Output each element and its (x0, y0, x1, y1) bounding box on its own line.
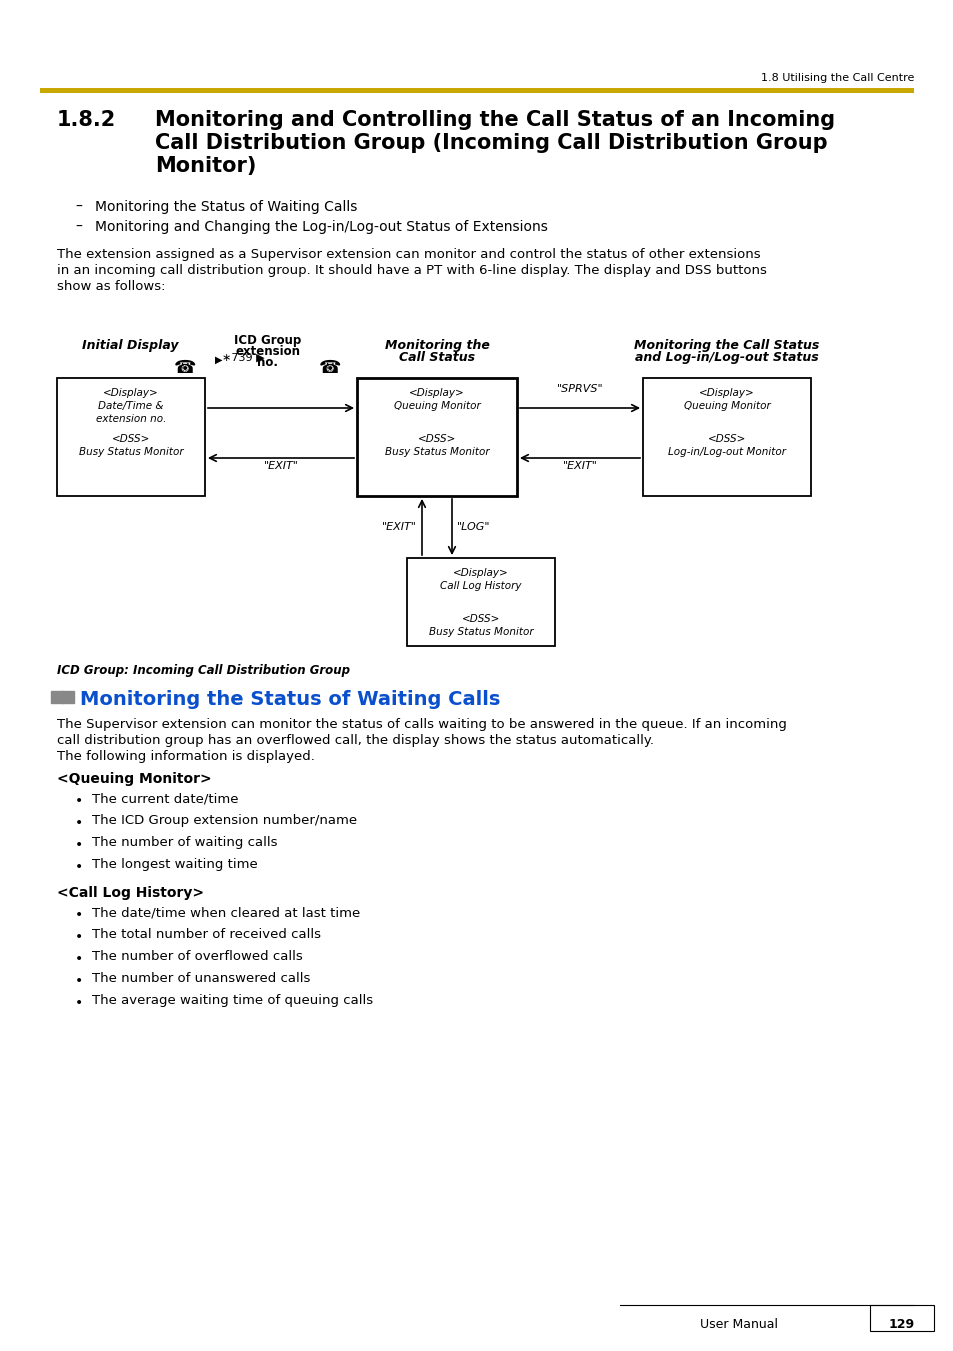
Text: and Log-in/Log-out Status: and Log-in/Log-out Status (635, 351, 818, 363)
Text: Monitor): Monitor) (154, 155, 256, 176)
Text: Date/Time &: Date/Time & (98, 401, 164, 411)
Text: <Display>: <Display> (453, 567, 508, 578)
Text: no.: no. (257, 357, 278, 369)
Text: <Queuing Monitor>: <Queuing Monitor> (57, 771, 212, 786)
Text: The total number of received calls: The total number of received calls (91, 928, 320, 942)
Text: Busy Status Monitor: Busy Status Monitor (384, 447, 489, 457)
Text: Busy Status Monitor: Busy Status Monitor (78, 447, 183, 457)
Text: Busy Status Monitor: Busy Status Monitor (428, 627, 533, 638)
Text: Log-in/Log-out Monitor: Log-in/Log-out Monitor (667, 447, 785, 457)
Text: •: • (75, 838, 83, 852)
Text: The ICD Group extension number/name: The ICD Group extension number/name (91, 815, 356, 827)
Text: •: • (75, 974, 83, 988)
Text: •: • (75, 929, 83, 944)
Text: The extension assigned as a Supervisor extension can monitor and control the sta: The extension assigned as a Supervisor e… (57, 249, 760, 261)
Text: Call Status: Call Status (398, 351, 475, 363)
Text: <DSS>: <DSS> (461, 613, 499, 624)
Text: Monitoring the Status of Waiting Calls: Monitoring the Status of Waiting Calls (80, 690, 500, 709)
Text: "EXIT": "EXIT" (562, 461, 597, 471)
Text: The longest waiting time: The longest waiting time (91, 858, 257, 871)
Text: •: • (75, 996, 83, 1011)
Text: The following information is displayed.: The following information is displayed. (57, 750, 314, 763)
Text: –: – (75, 200, 82, 213)
Text: Queuing Monitor: Queuing Monitor (683, 401, 770, 411)
Text: •: • (75, 952, 83, 966)
Text: <DSS>: <DSS> (112, 434, 150, 444)
Text: <Call Log History>: <Call Log History> (57, 886, 204, 900)
Text: The number of unanswered calls: The number of unanswered calls (91, 971, 310, 985)
Text: ICD Group: ICD Group (234, 334, 301, 347)
Text: <Display>: <Display> (103, 388, 159, 399)
Text: –: – (75, 220, 82, 234)
Text: The number of waiting calls: The number of waiting calls (91, 836, 277, 848)
Text: 1.8 Utilising the Call Centre: 1.8 Utilising the Call Centre (760, 73, 913, 82)
Bar (356, 378, 517, 496)
Text: User Manual: User Manual (700, 1319, 778, 1331)
Text: "LOG": "LOG" (456, 521, 490, 532)
Text: Monitoring and Controlling the Call Status of an Incoming: Monitoring and Controlling the Call Stat… (154, 109, 834, 130)
Text: The number of overflowed calls: The number of overflowed calls (91, 950, 302, 963)
Text: •: • (75, 908, 83, 921)
Text: Call Log History: Call Log History (439, 581, 521, 590)
Text: 1.8.2: 1.8.2 (57, 109, 116, 130)
Text: extension: extension (235, 345, 300, 358)
Text: "EXIT": "EXIT" (263, 461, 298, 471)
Text: ∗739 ▶: ∗739 ▶ (222, 353, 264, 363)
Text: Monitoring the Call Status: Monitoring the Call Status (634, 339, 819, 353)
Text: Queuing Monitor: Queuing Monitor (394, 401, 480, 411)
Text: in an incoming call distribution group. It should have a PT with 6-line display.: in an incoming call distribution group. … (57, 263, 766, 277)
Text: <DSS>: <DSS> (707, 434, 745, 444)
Text: •: • (75, 794, 83, 808)
Text: Monitoring the Status of Waiting Calls: Monitoring the Status of Waiting Calls (95, 200, 357, 213)
Text: extension no.: extension no. (95, 413, 166, 424)
Text: The date/time when cleared at last time: The date/time when cleared at last time (91, 907, 360, 919)
Text: show as follows:: show as follows: (57, 280, 165, 293)
Text: ☎: ☎ (173, 359, 196, 377)
Text: •: • (75, 816, 83, 830)
Text: Call Distribution Group (Incoming Call Distribution Group: Call Distribution Group (Incoming Call D… (154, 132, 827, 153)
Bar (57, 378, 205, 496)
Bar (40, 88, 913, 93)
Text: <Display>: <Display> (699, 388, 754, 399)
Text: <Display>: <Display> (409, 388, 464, 399)
Text: ICD Group: Incoming Call Distribution Group: ICD Group: Incoming Call Distribution Gr… (57, 663, 350, 677)
Text: 129: 129 (888, 1319, 914, 1331)
Text: Initial Display: Initial Display (82, 339, 178, 353)
Bar (869, 1305, 933, 1331)
Text: Monitoring the: Monitoring the (384, 339, 489, 353)
Text: "SPRVS": "SPRVS" (557, 384, 602, 394)
Text: The Supervisor extension can monitor the status of calls waiting to be answered : The Supervisor extension can monitor the… (57, 717, 786, 731)
Text: The current date/time: The current date/time (91, 792, 238, 805)
Bar (642, 378, 810, 496)
Text: Monitoring and Changing the Log-in/Log-out Status of Extensions: Monitoring and Changing the Log-in/Log-o… (95, 220, 547, 234)
Bar (407, 558, 555, 646)
Text: call distribution group has an overflowed call, the display shows the status aut: call distribution group has an overflowe… (57, 734, 654, 747)
Text: <DSS>: <DSS> (417, 434, 456, 444)
Text: "EXIT": "EXIT" (382, 521, 416, 532)
Text: ☎: ☎ (318, 359, 341, 377)
Text: The average waiting time of queuing calls: The average waiting time of queuing call… (91, 994, 373, 1006)
Text: ▶: ▶ (214, 355, 222, 365)
Text: •: • (75, 861, 83, 874)
